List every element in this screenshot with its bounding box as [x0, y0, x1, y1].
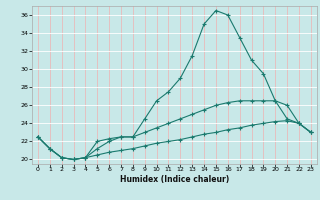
X-axis label: Humidex (Indice chaleur): Humidex (Indice chaleur) [120, 175, 229, 184]
